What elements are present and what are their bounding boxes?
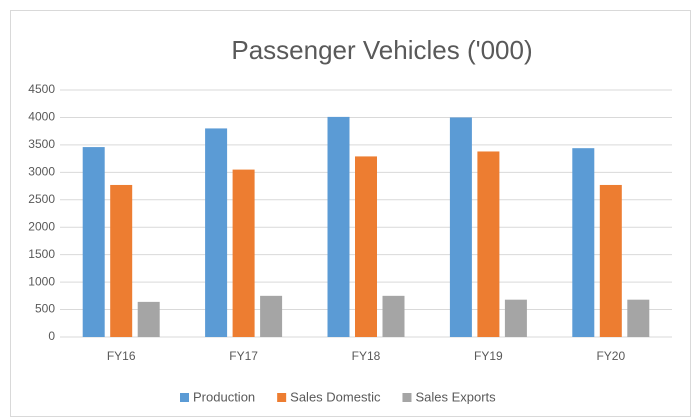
x-tick-label: FY18: [352, 349, 381, 363]
bar: [572, 148, 595, 337]
bar: [355, 156, 377, 337]
y-tick-label: 3000: [28, 165, 55, 179]
legend-swatch: [180, 393, 189, 402]
y-tick-label: 0: [48, 329, 55, 343]
bar: [477, 151, 500, 337]
legend-label: Production: [193, 389, 255, 404]
legend-label: Sales Exports: [415, 389, 496, 404]
legend-swatch: [402, 393, 412, 402]
x-tick-label: FY20: [596, 349, 625, 363]
y-tick-label: 3500: [28, 137, 55, 151]
y-tick-label: 1500: [28, 247, 55, 261]
legend-label: Sales Domestic: [290, 389, 381, 404]
bar: [82, 147, 105, 337]
bar: [382, 295, 405, 337]
y-tick-label: 4500: [28, 82, 55, 96]
y-tick-label: 500: [35, 302, 55, 316]
bar: [110, 184, 133, 337]
x-tick-label: FY19: [474, 349, 503, 363]
y-tick-label: 2000: [28, 219, 55, 233]
y-tick-label: 4000: [28, 110, 55, 124]
bar: [232, 169, 255, 337]
y-tick-label: 2500: [28, 192, 55, 206]
bar: [599, 184, 622, 337]
x-tick-label: FY16: [107, 349, 136, 363]
x-tick-label: FY17: [229, 349, 258, 363]
bar: [327, 116, 350, 337]
bar: [260, 295, 283, 337]
bar: [449, 117, 472, 337]
bar: [137, 301, 160, 337]
bar: [205, 128, 228, 337]
y-tick-label: 1000: [28, 274, 55, 288]
bar: [627, 299, 650, 337]
bar: [504, 299, 527, 337]
chart-title: Passenger Vehicles ('000): [231, 35, 532, 65]
legend-swatch: [277, 393, 287, 402]
